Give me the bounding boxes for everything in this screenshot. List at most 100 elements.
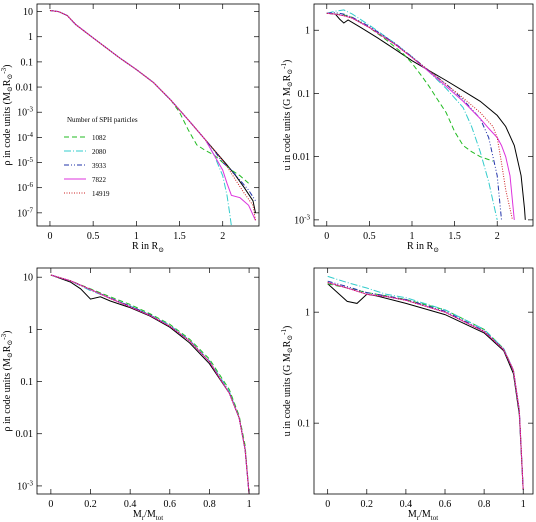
y-tick-label: 0.1	[21, 377, 34, 388]
series-line-2080	[50, 274, 250, 494]
series-line-3933	[327, 280, 524, 491]
y-axis-label: ρ in code units (M⊙R⊙-3)	[0, 331, 14, 432]
x-tick-label: 0.2	[361, 499, 374, 510]
series-line-black	[326, 12, 526, 220]
x-tick-label: 0.6	[439, 499, 452, 510]
x-axis-label: Mr/Mtot	[133, 509, 163, 522]
x-tick-label: 1	[521, 499, 526, 510]
series-line-3933	[50, 274, 250, 494]
series-line-14919	[327, 282, 524, 491]
series-line-3933	[326, 12, 502, 220]
plot-frame	[313, 267, 534, 495]
x-tick-label: 1	[409, 231, 414, 242]
y-tick-label: 10-3	[294, 213, 310, 226]
y-tick-label: 1	[305, 26, 310, 37]
y-tick-label: 0.1	[298, 89, 311, 100]
y-tick-label: 10	[23, 273, 33, 284]
y-tick-label: 0.01	[16, 83, 34, 94]
plot-frame	[36, 3, 260, 227]
series-layer	[327, 275, 524, 491]
x-tick-label: 0.8	[203, 499, 216, 510]
y-axis-label: ρ in code units (M⊙R⊙-3)	[0, 65, 14, 166]
y-tick-label: 10-4	[17, 131, 33, 144]
x-tick-label: 2	[220, 231, 225, 242]
y-tick-label: 10-7	[17, 206, 33, 219]
legend-label: 3933	[92, 162, 107, 170]
legend-label: 7822	[92, 176, 107, 184]
y-tick-label: 1	[28, 32, 33, 43]
panel-bottom-left: 0 0.2 0.4 0.6 0.8 1 10 1 0.1 0.01 10-3 Mr/Mtot ρ i…	[0, 267, 260, 522]
x-tick-label: 0	[325, 499, 330, 510]
series-line-7822	[326, 12, 515, 220]
x-axis-label: Mr/Mtot	[408, 509, 438, 522]
y-axis-label: u in code units (G M⊙R⊙-1)	[280, 60, 294, 171]
x-tick-label: 0.5	[363, 231, 376, 242]
tick-layer: 0 0.5 1 1.5 2 1 0.1 0.01 10-3	[293, 4, 533, 242]
series-line-14919	[49, 10, 256, 221]
x-tick-label: 1.5	[173, 231, 186, 242]
series-line-1082	[49, 10, 249, 184]
tick-layer: 0 0.5 1 1.5 2 10 1 0.1 0.01 10-3 10-4 10-5 10-6 10-7	[16, 4, 259, 242]
x-axis-label: R in R⊙	[407, 241, 439, 254]
legend-entry-14919: 14919	[64, 190, 110, 198]
x-tick-label: 0	[324, 231, 329, 242]
x-tick-label: 0.4	[124, 499, 137, 510]
series-line-2080	[327, 275, 524, 491]
series-layer	[50, 274, 250, 494]
series-line-1082	[50, 274, 250, 494]
legend-label: 2080	[92, 148, 107, 156]
series-line-14919	[50, 274, 250, 494]
series-line-black	[50, 274, 250, 494]
tick-layer: 0 0.2 0.4 0.6 0.8 1 1 0.1	[298, 268, 533, 510]
y-tick-label: 1	[28, 325, 33, 336]
y-tick-label: 0.01	[293, 152, 311, 163]
series-line-14919	[326, 12, 513, 221]
x-tick-label: 1	[247, 499, 252, 510]
x-tick-label: 0.6	[164, 499, 177, 510]
series-line-black	[49, 10, 256, 213]
series-line-2080	[326, 9, 498, 221]
y-tick-label: 0.01	[16, 429, 34, 440]
x-tick-label: 0.4	[400, 499, 413, 510]
series-line-7822	[327, 282, 524, 491]
legend-entry-2080: 2080	[64, 148, 107, 156]
y-tick-label: 10-6	[17, 181, 33, 194]
series-line-7822	[50, 274, 250, 494]
legend-label: 14919	[92, 190, 110, 198]
series-layer	[49, 10, 256, 226]
x-tick-label: 0.8	[478, 499, 491, 510]
series-line-1082	[327, 283, 524, 491]
y-tick-label: 1	[305, 308, 310, 319]
panel-top-right: 0 0.5 1 1.5 2 1 0.1 0.01 10-3 R in R⊙ u in code …	[280, 3, 534, 254]
series-line-1082	[326, 12, 494, 162]
y-tick-label: 10-3	[17, 106, 33, 119]
legend-entry-7822: 7822	[64, 176, 107, 184]
y-tick-label: 10	[23, 7, 33, 18]
legend-title: Number of SPH particles	[67, 116, 138, 124]
x-tick-label: 0.2	[84, 499, 97, 510]
series-line-3933	[49, 10, 256, 202]
x-axis-label: R in R⊙	[132, 241, 164, 254]
y-tick-label: 10-3	[17, 479, 33, 492]
y-tick-label: 0.1	[21, 57, 34, 68]
legend-entry-1082: 1082	[64, 134, 107, 142]
x-tick-label: 0.5	[87, 231, 100, 242]
x-tick-label: 0	[48, 499, 53, 510]
series-layer	[326, 9, 526, 221]
legend: Number of SPH particles 1082 2080 3933 7…	[64, 116, 138, 198]
panel-top-left: 0 0.5 1 1.5 21010.10.0110-310-410-510-610-7 …	[0, 3, 260, 254]
legend-label: 1082	[92, 134, 107, 142]
x-tick-label: 1	[134, 231, 139, 242]
x-tick-label: 1.5	[448, 231, 461, 242]
tick-layer: 0 0.2 0.4 0.6 0.8 1 10 1 0.1 0.01 10-3	[16, 268, 259, 510]
plot-frame	[313, 3, 534, 227]
y-tick-label: 10-5	[17, 156, 33, 169]
plot-frame	[36, 267, 260, 495]
legend-entry-3933: 3933	[64, 162, 107, 170]
panel-bottom-right: 0 0.2 0.4 0.6 0.8 1 1 0.1 Mr/Mtot u in code uni…	[280, 267, 534, 522]
x-tick-label: 2	[495, 231, 500, 242]
x-tick-label: 0	[47, 231, 52, 242]
y-tick-label: 0.1	[298, 419, 311, 430]
series-line-black	[327, 283, 524, 491]
